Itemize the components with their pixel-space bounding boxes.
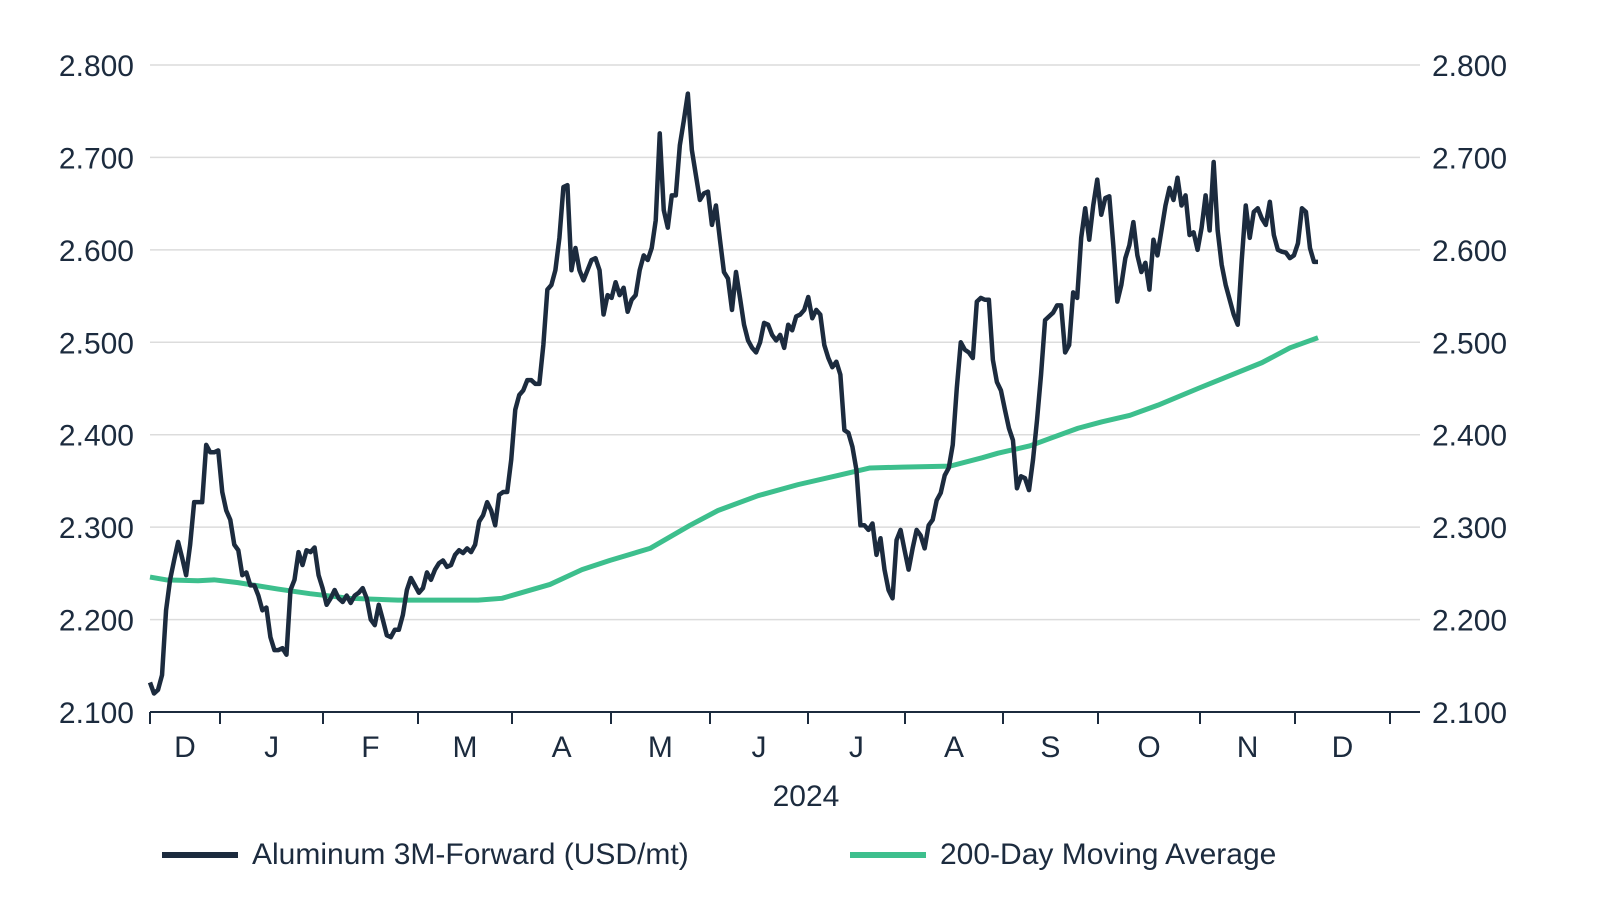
y-tick-label-right: 2.700: [1432, 142, 1507, 175]
series-line-moving-average: [149, 335, 1319, 603]
x-tick-label: J: [264, 731, 279, 764]
y-tick-label-right: 2.400: [1432, 420, 1507, 453]
x-tick-label: M: [453, 731, 478, 764]
y-tick-label-left: 2.500: [59, 327, 134, 360]
line-chart: 2.100 2.200 2.300 2.400 2.500 2.600 2.700 2.800…: [59, 50, 1507, 813]
x-tick-label: D: [174, 731, 196, 764]
y-tick-label-left: 2.700: [59, 142, 134, 175]
legend-swatch-aluminum: [162, 852, 238, 858]
y-tick-label-right: 2.500: [1432, 327, 1507, 360]
series-lines: [147, 91, 1319, 696]
y-tick-label-left: 2.800: [59, 50, 134, 83]
series-line-aluminum: [147, 91, 1318, 696]
y-tick-label-right: 2.800: [1432, 50, 1507, 83]
y-tick-label-left: 2.300: [59, 512, 134, 545]
x-tick-label: M: [648, 731, 673, 764]
x-tick-label: D: [1332, 731, 1354, 764]
legend-label-moving-average: 200-Day Moving Average: [940, 838, 1277, 871]
legend-item-moving-average: 200-Day Moving Average: [850, 838, 1276, 872]
legend: Aluminum 3M-Forward (USD/mt) 200-Day Mov…: [0, 838, 1600, 878]
gridlines: [150, 64, 1420, 621]
y-tick-label-right: 2.300: [1432, 512, 1507, 545]
x-axis-label: 2024: [773, 780, 840, 813]
y-tick-label-left: 2.200: [59, 605, 134, 638]
x-tick-label: J: [849, 731, 864, 764]
y-tick-label-right: 2.100: [1432, 697, 1507, 730]
x-tick-label: J: [752, 731, 767, 764]
x-tick-label: F: [361, 731, 379, 764]
x-tick-label: O: [1137, 731, 1160, 764]
x-tick-label: A: [552, 731, 572, 764]
y-tick-label-left: 2.600: [59, 235, 134, 268]
x-tick-label: S: [1040, 731, 1060, 764]
y-tick-label-right: 2.200: [1432, 605, 1507, 638]
y-axis-right: 2.100 2.200 2.300 2.400 2.500 2.600 2.700 2.800: [1432, 50, 1507, 730]
y-axis-left: 2.100 2.200 2.300 2.400 2.500 2.600 2.700 2.800: [59, 50, 134, 730]
x-tick-label: N: [1237, 731, 1259, 764]
y-tick-label-right: 2.600: [1432, 235, 1507, 268]
x-tick-label: A: [944, 731, 964, 764]
legend-item-aluminum: Aluminum 3M-Forward (USD/mt): [162, 838, 689, 872]
y-tick-label-left: 2.100: [59, 697, 134, 730]
y-tick-label-left: 2.400: [59, 420, 134, 453]
legend-swatch-moving-average: [850, 852, 926, 858]
legend-label-aluminum: Aluminum 3M-Forward (USD/mt): [252, 838, 689, 871]
